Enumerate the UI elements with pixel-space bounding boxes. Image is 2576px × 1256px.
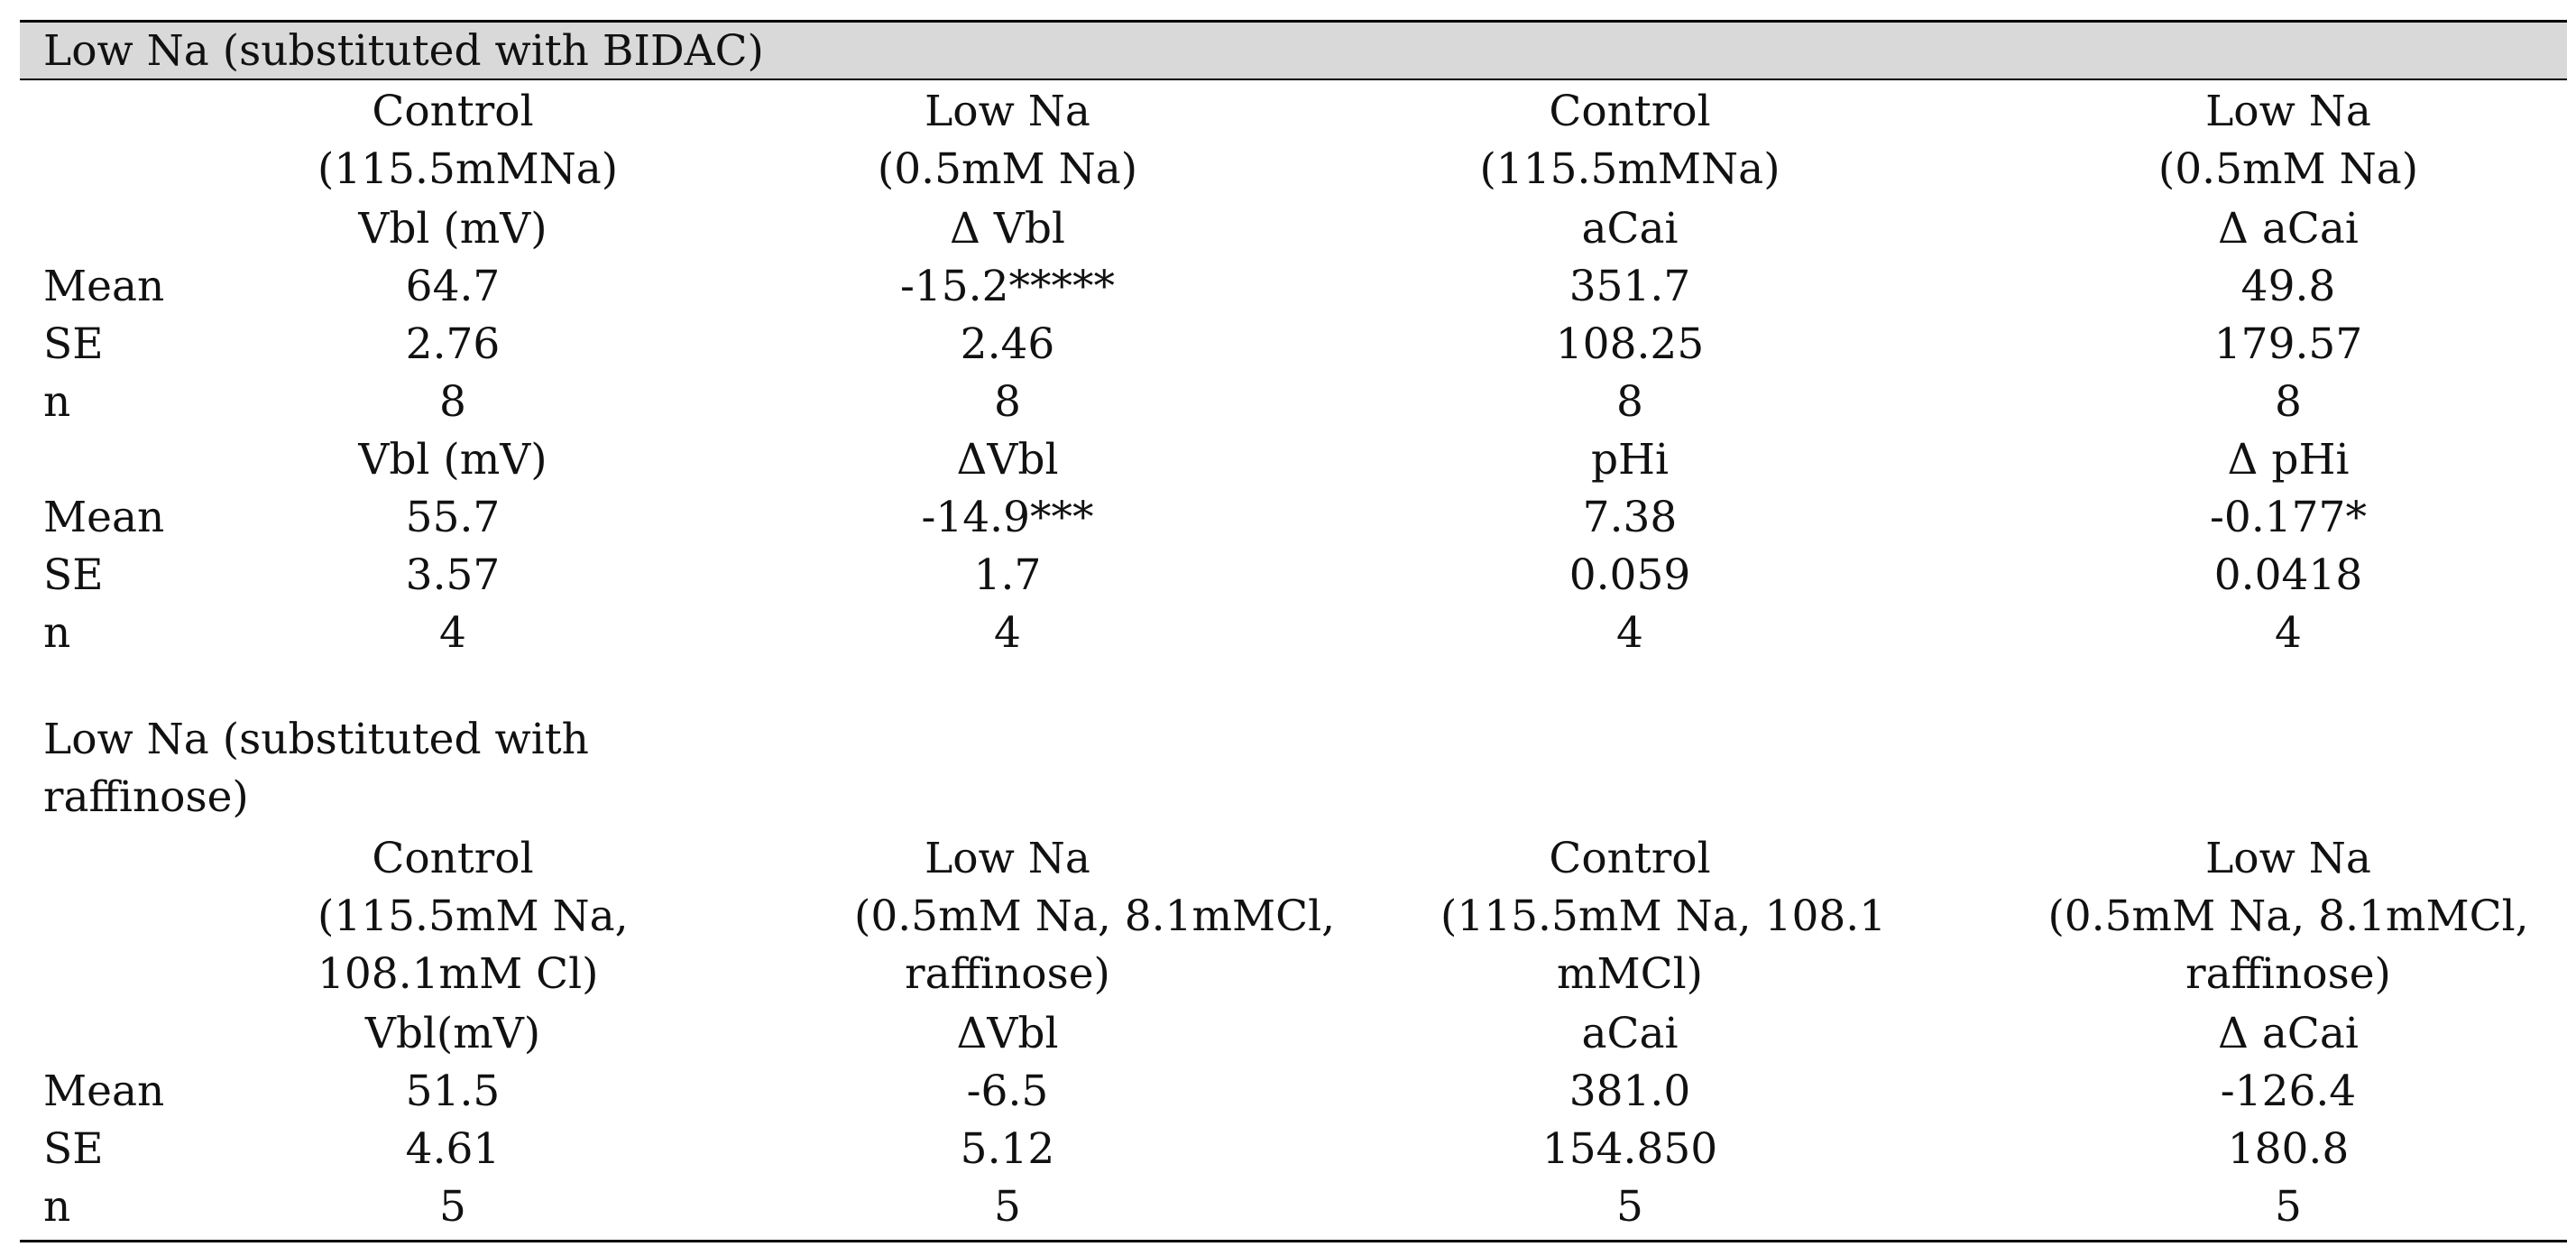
table-cell: 51.5 [405, 1067, 501, 1116]
subheader-acai: aCai [1581, 204, 1679, 254]
header-control-3-line-3: 108.1mM Cl) [317, 949, 599, 999]
bottom-rule [20, 1240, 2567, 1242]
table-cell: 5 [994, 1182, 1021, 1232]
subheader-delta-phi: Δ pHi [2227, 435, 2350, 485]
table-cell: 0.0418 [2213, 550, 2363, 600]
section-title-bidac: Low Na (substituted with BIDAC) [43, 26, 764, 76]
table-cell: 5 [1616, 1182, 1643, 1232]
section-title-band [20, 23, 2567, 80]
table-cell: 5.12 [960, 1124, 1055, 1174]
subheader-vbl-2: Vbl (mV) [358, 435, 547, 485]
header-low-na-1: Low Na [925, 87, 1090, 136]
header-control-4: Control [1549, 834, 1711, 883]
table-cell: 108.25 [1555, 319, 1705, 369]
row-label-mean: Mean [43, 493, 165, 542]
subheader-vbl: Vbl (mV) [358, 204, 547, 254]
row-label-n: n [43, 608, 71, 658]
table-cell: 1.7 [973, 550, 1042, 600]
subheader-delta-vbl: Δ Vbl [950, 204, 1065, 254]
top-rule [20, 20, 2567, 23]
subheader-phi: pHi [1590, 435, 1670, 485]
table-cell: 2.76 [405, 319, 501, 369]
table-cell: 4.61 [405, 1124, 501, 1174]
header-control-4-line-3: mMCl) [1556, 949, 1704, 999]
subheader-vbl-3: Vbl(mV) [364, 1009, 541, 1058]
subheader-delta-acai-2: Δ aCai [2218, 1009, 2359, 1058]
header-control-2-concentration: (115.5mMNa) [1479, 144, 1780, 194]
header-control-1-concentration: (115.5mMNa) [317, 144, 619, 194]
table-cell: -6.5 [966, 1067, 1049, 1116]
row-label-n: n [43, 377, 71, 427]
header-control-1: Control [372, 87, 534, 136]
table-cell: -15.2***** [899, 262, 1116, 311]
header-low-na-4: Low Na [2205, 834, 2371, 883]
header-low-na-2-concentration: (0.5mM Na) [2157, 144, 2419, 194]
header-low-na-4-line-3: raffinose) [2185, 949, 2391, 999]
table-cell: 154.850 [1541, 1124, 1718, 1174]
table-cell: 3.57 [405, 550, 501, 600]
table-cell: 0.059 [1569, 550, 1691, 600]
subheader-acai-2: aCai [1581, 1009, 1679, 1058]
header-control-4-line-2: (115.5mM Na, 108.1 [1440, 891, 1887, 941]
header-control-2: Control [1549, 87, 1711, 136]
row-label-n: n [43, 1182, 71, 1232]
row-label-mean: Mean [43, 1067, 165, 1116]
row-label-se: SE [43, 319, 104, 369]
table-cell: 351.7 [1569, 262, 1691, 311]
subheader-delta-vbl-2: ΔVbl [956, 435, 1059, 485]
table-cell: -14.9*** [921, 493, 1094, 542]
table-cell: 49.8 [2240, 262, 2336, 311]
table-cell: 4 [439, 608, 466, 658]
table-cell: 4 [2275, 608, 2302, 658]
subheader-delta-acai: Δ aCai [2218, 204, 2359, 254]
table-cell: 8 [994, 377, 1021, 427]
table-cell: 4 [994, 608, 1021, 658]
table-cell: -126.4 [2220, 1067, 2357, 1116]
header-low-na-3: Low Na [925, 834, 1090, 883]
header-low-na-3-line-3: raffinose) [905, 949, 1110, 999]
table-cell: 4 [1616, 608, 1643, 658]
table-cell: 8 [2275, 377, 2302, 427]
table-cell: 7.38 [1582, 493, 1678, 542]
table-cell: 179.57 [2213, 319, 2363, 369]
data-table: Low Na (substituted with BIDAC) Control … [20, 20, 2567, 1242]
subheader-delta-vbl-3: ΔVbl [956, 1009, 1059, 1058]
table-cell: 180.8 [2227, 1124, 2350, 1174]
table-cell: 8 [1616, 377, 1643, 427]
row-label-se: SE [43, 1124, 104, 1174]
header-low-na-3-line-2: (0.5mM Na, 8.1mMCl, [854, 891, 1336, 941]
header-control-3: Control [372, 834, 534, 883]
table-cell: 64.7 [405, 262, 501, 311]
table-cell: 8 [439, 377, 466, 427]
table-cell: 2.46 [960, 319, 1055, 369]
header-low-na-2: Low Na [2205, 87, 2371, 136]
table-cell: -0.177* [2210, 493, 2367, 542]
header-low-na-4-line-2: (0.5mM Na, 8.1mMCl, [2047, 891, 2529, 941]
table-cell: 381.0 [1569, 1067, 1691, 1116]
table-cell: 5 [2275, 1182, 2302, 1232]
row-label-mean: Mean [43, 262, 165, 311]
header-control-3-line-2: (115.5mM Na, [317, 891, 629, 941]
table-cell: 55.7 [405, 493, 501, 542]
table-cell: 5 [439, 1182, 466, 1232]
header-low-na-1-concentration: (0.5mM Na) [877, 144, 1138, 194]
section-title-raffinose: Low Na (substituted with raffinose) [43, 715, 589, 822]
row-label-se: SE [43, 550, 104, 600]
